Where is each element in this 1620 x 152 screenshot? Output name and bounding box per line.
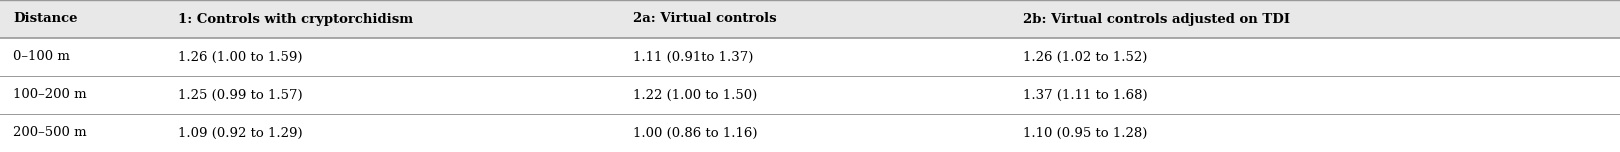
Text: 100–200 m: 100–200 m [13, 88, 86, 102]
Text: 1.22 (1.00 to 1.50): 1.22 (1.00 to 1.50) [633, 88, 757, 102]
Text: 1.00 (0.86 to 1.16): 1.00 (0.86 to 1.16) [633, 126, 758, 140]
Text: 1.26 (1.02 to 1.52): 1.26 (1.02 to 1.52) [1024, 50, 1147, 64]
Text: 1.10 (0.95 to 1.28): 1.10 (0.95 to 1.28) [1024, 126, 1147, 140]
Text: 2a: Virtual controls: 2a: Virtual controls [633, 12, 776, 26]
Bar [0, 76, 1620, 114]
Text: 1.25 (0.99 to 1.57): 1.25 (0.99 to 1.57) [178, 88, 303, 102]
Text: 1: Controls with cryptorchidism: 1: Controls with cryptorchidism [178, 12, 413, 26]
Text: 1.26 (1.00 to 1.59): 1.26 (1.00 to 1.59) [178, 50, 303, 64]
Text: 2b: Virtual controls adjusted on TDI: 2b: Virtual controls adjusted on TDI [1024, 12, 1290, 26]
Text: 1.09 (0.92 to 1.29): 1.09 (0.92 to 1.29) [178, 126, 303, 140]
Text: 200–500 m: 200–500 m [13, 126, 86, 140]
Bar [0, 0, 1620, 38]
Bar [0, 38, 1620, 76]
Text: 1.37 (1.11 to 1.68): 1.37 (1.11 to 1.68) [1024, 88, 1147, 102]
Text: Distance: Distance [13, 12, 78, 26]
Text: 0–100 m: 0–100 m [13, 50, 70, 64]
Text: 1.11 (0.91to 1.37): 1.11 (0.91to 1.37) [633, 50, 753, 64]
Bar [0, 114, 1620, 152]
